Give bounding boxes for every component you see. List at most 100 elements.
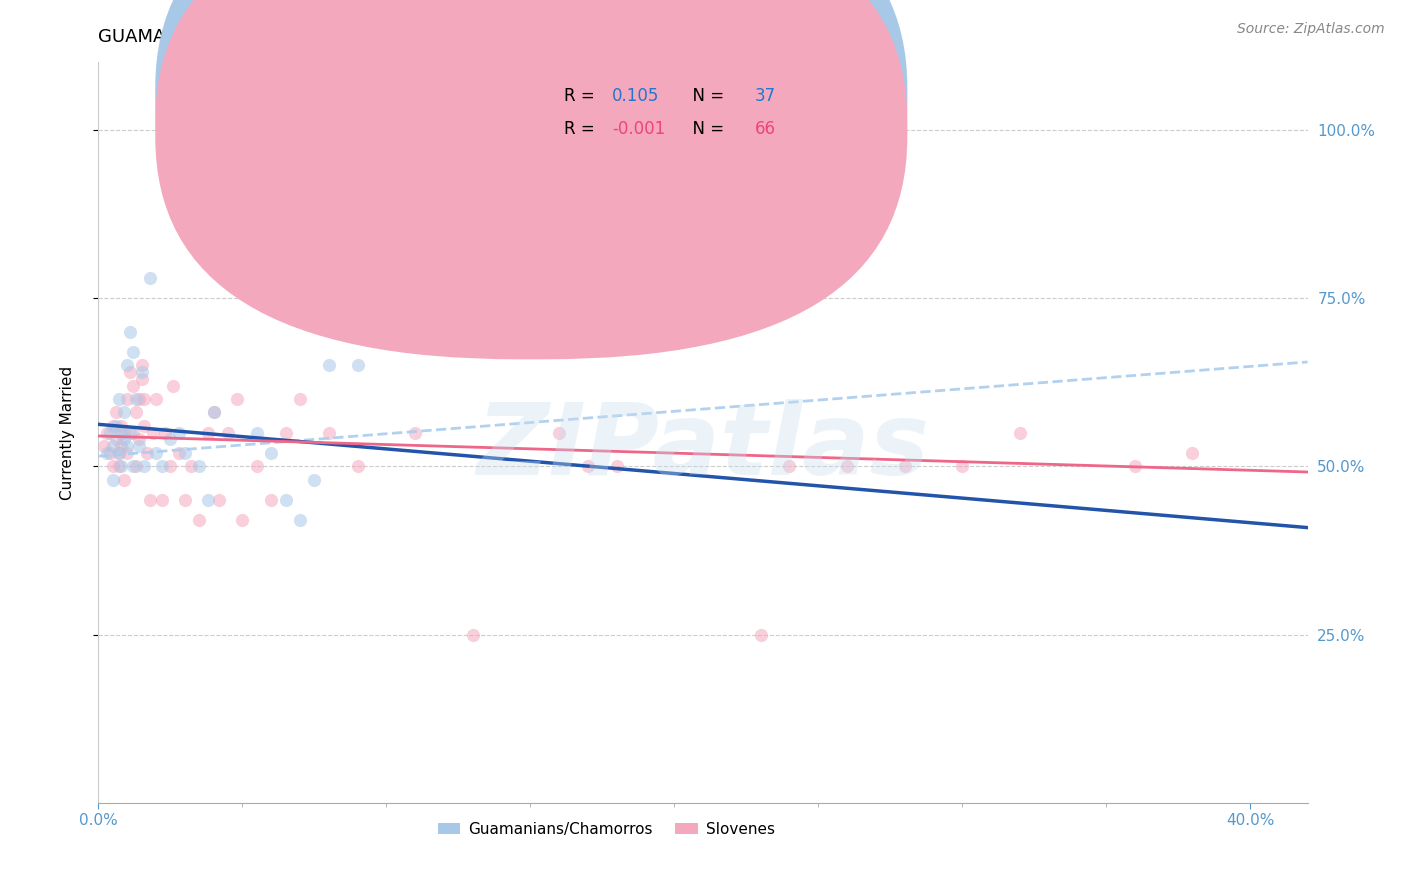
Point bbox=[288, 392, 311, 406]
Text: ZIPatlas: ZIPatlas bbox=[477, 399, 929, 496]
Point bbox=[122, 378, 145, 392]
Point bbox=[188, 513, 211, 527]
Point bbox=[167, 446, 190, 460]
FancyBboxPatch shape bbox=[155, 0, 907, 326]
Point bbox=[110, 425, 132, 440]
Point bbox=[134, 392, 156, 406]
Text: N =: N = bbox=[682, 87, 730, 104]
Point bbox=[153, 425, 176, 440]
Point bbox=[112, 425, 135, 440]
Point bbox=[835, 459, 858, 474]
Point bbox=[288, 513, 311, 527]
Point bbox=[136, 446, 159, 460]
Point bbox=[778, 459, 800, 474]
Point bbox=[112, 405, 135, 419]
Point bbox=[197, 492, 219, 507]
Point bbox=[173, 446, 195, 460]
Point bbox=[131, 359, 153, 373]
Point bbox=[188, 459, 211, 474]
Point bbox=[104, 433, 127, 447]
Point bbox=[246, 425, 269, 440]
Point bbox=[346, 359, 368, 373]
Text: Source: ZipAtlas.com: Source: ZipAtlas.com bbox=[1237, 22, 1385, 37]
Point bbox=[180, 459, 202, 474]
Point bbox=[125, 459, 148, 474]
Text: GUAMANIAN/CHAMORRO VS SLOVENE CURRENTLY MARRIED CORRELATION CHART: GUAMANIAN/CHAMORRO VS SLOVENE CURRENTLY … bbox=[98, 28, 842, 45]
Point bbox=[139, 270, 162, 285]
Point bbox=[128, 392, 150, 406]
Point bbox=[145, 392, 167, 406]
Point bbox=[519, 325, 541, 339]
Text: 0.105: 0.105 bbox=[613, 87, 659, 104]
Point bbox=[120, 365, 142, 379]
Point bbox=[96, 425, 118, 440]
Point bbox=[115, 439, 138, 453]
Point bbox=[125, 392, 148, 406]
Text: -0.001: -0.001 bbox=[613, 120, 665, 138]
Point bbox=[749, 627, 772, 641]
Point bbox=[107, 446, 129, 460]
Point bbox=[110, 459, 132, 474]
Point bbox=[461, 627, 484, 641]
Point bbox=[893, 459, 915, 474]
Point bbox=[115, 446, 138, 460]
Point bbox=[318, 425, 340, 440]
Point bbox=[167, 425, 190, 440]
Point bbox=[98, 446, 121, 460]
Point bbox=[107, 459, 129, 474]
Point bbox=[134, 459, 156, 474]
Point bbox=[131, 372, 153, 386]
Point bbox=[173, 492, 195, 507]
Point bbox=[110, 439, 132, 453]
Point bbox=[107, 392, 129, 406]
Point bbox=[202, 405, 225, 419]
Point bbox=[107, 446, 129, 460]
Point bbox=[159, 459, 181, 474]
Point bbox=[142, 425, 165, 440]
Point bbox=[101, 439, 124, 453]
Point bbox=[202, 405, 225, 419]
Point bbox=[120, 325, 142, 339]
Point bbox=[346, 459, 368, 474]
Point bbox=[93, 439, 115, 453]
Point bbox=[150, 492, 173, 507]
Point bbox=[162, 378, 184, 392]
Point bbox=[101, 418, 124, 433]
Point bbox=[318, 359, 340, 373]
Point bbox=[231, 513, 253, 527]
FancyBboxPatch shape bbox=[503, 73, 824, 159]
Point bbox=[104, 418, 127, 433]
Point bbox=[110, 418, 132, 433]
Point bbox=[115, 392, 138, 406]
Point bbox=[548, 425, 571, 440]
Point bbox=[375, 257, 398, 271]
Point bbox=[208, 492, 231, 507]
Point bbox=[404, 425, 426, 440]
Point bbox=[576, 459, 599, 474]
Text: 37: 37 bbox=[755, 87, 776, 104]
Point bbox=[104, 405, 127, 419]
Point bbox=[159, 433, 181, 447]
Point bbox=[150, 459, 173, 474]
Point bbox=[112, 433, 135, 447]
Point bbox=[125, 405, 148, 419]
Text: R =: R = bbox=[564, 120, 600, 138]
Point bbox=[128, 433, 150, 447]
Point bbox=[274, 425, 297, 440]
Point bbox=[139, 492, 162, 507]
Point bbox=[664, 291, 686, 305]
Point bbox=[145, 446, 167, 460]
Text: N =: N = bbox=[682, 120, 730, 138]
Point bbox=[128, 439, 150, 453]
Point bbox=[101, 459, 124, 474]
Text: 66: 66 bbox=[755, 120, 776, 138]
Point bbox=[274, 492, 297, 507]
Point bbox=[950, 459, 973, 474]
Point bbox=[197, 425, 219, 440]
Point bbox=[112, 473, 135, 487]
Point bbox=[304, 473, 326, 487]
Point bbox=[246, 459, 269, 474]
Legend: Guamanians/Chamorros, Slovenes: Guamanians/Chamorros, Slovenes bbox=[432, 816, 782, 843]
Point bbox=[96, 446, 118, 460]
Point bbox=[122, 425, 145, 440]
